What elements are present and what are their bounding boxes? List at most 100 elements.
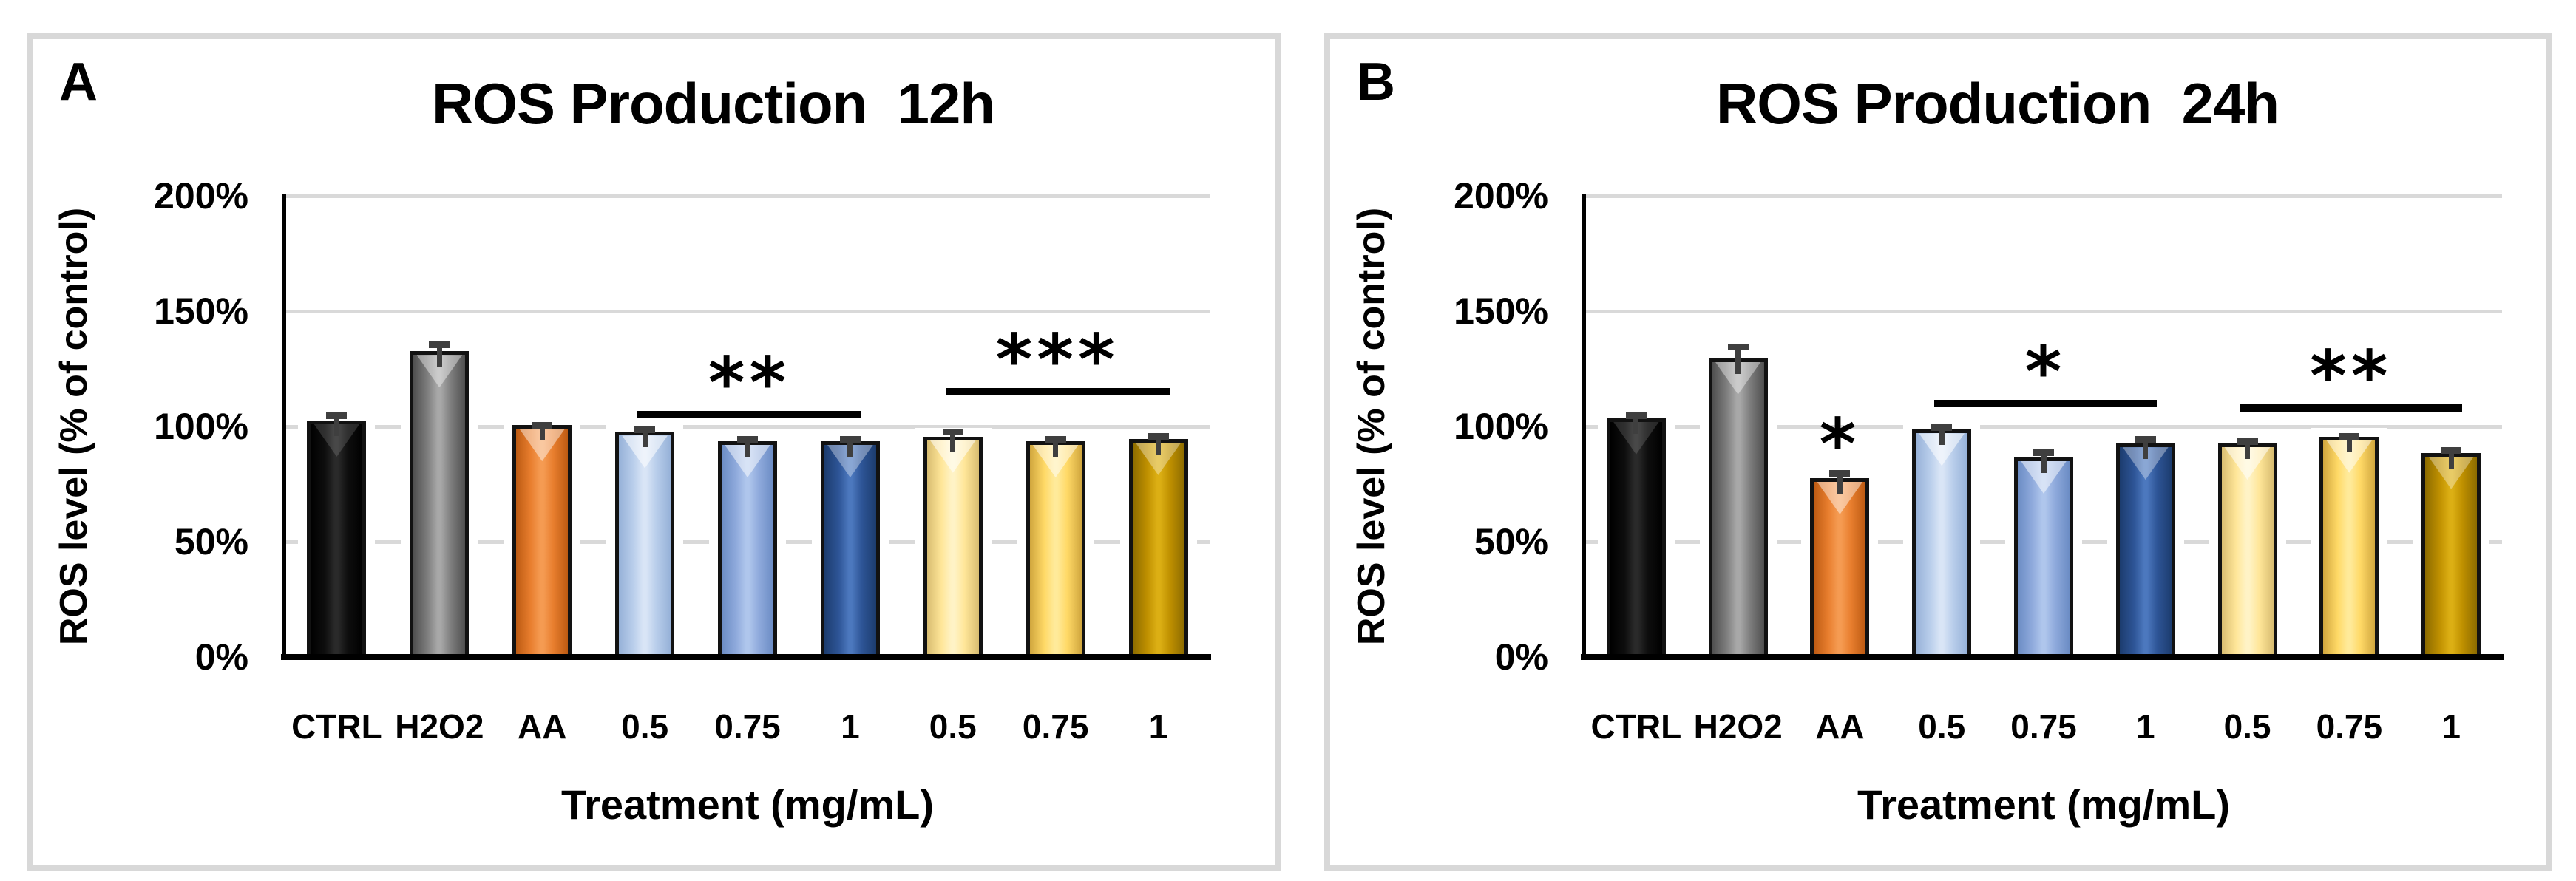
bar-0.75 <box>2005 448 2082 658</box>
error-bar-cap <box>737 435 758 443</box>
y-tick-label: 200% <box>154 175 248 217</box>
gridline-100pct <box>1585 425 2502 429</box>
error-bar-stem <box>2245 440 2251 460</box>
x-tick-label: 0.75 <box>2316 707 2383 746</box>
error-bar-stem <box>333 415 339 436</box>
error-bar-stem <box>847 438 853 457</box>
error-bar-stem <box>1053 438 1059 457</box>
error-bar-stem <box>642 429 648 448</box>
error-bar-stem <box>2448 449 2454 469</box>
bar-0.75 <box>709 432 786 658</box>
bar-H2O2 <box>1699 349 1777 658</box>
y-axis-title: ROS level (% of control) <box>52 207 95 646</box>
x-tick-label: 0.5 <box>2223 707 2271 746</box>
error-bar-stem <box>1939 426 1945 446</box>
gridline-200pct <box>285 194 1210 198</box>
error-bar-cap <box>429 341 450 348</box>
x-tick-label: 1 <box>1148 707 1168 746</box>
significance-bracket-line <box>637 411 861 419</box>
x-axis-title: Treatment (mg/mL) <box>560 781 935 828</box>
x-tick-label: 1 <box>841 707 860 746</box>
chart-title: ROS Production 24h <box>1715 71 2280 136</box>
gridline-100pct <box>285 425 1210 429</box>
error-bar-stem <box>539 424 545 441</box>
bar-H2O2 <box>401 342 478 657</box>
gridline-150pct <box>1585 310 2502 313</box>
x-tick-label: 1 <box>2441 707 2461 746</box>
error-bar-stem <box>2346 435 2352 452</box>
bar-0.75 <box>2311 427 2388 658</box>
bar-CTRL <box>1597 409 1675 658</box>
error-bar-stem <box>1156 435 1162 455</box>
bar-CTRL <box>298 411 376 658</box>
panel-letter: B <box>1357 52 1395 112</box>
error-bar-cap <box>2033 449 2054 457</box>
panel-letter: A <box>59 52 98 112</box>
x-tick-label: 0.5 <box>621 707 669 746</box>
significance-stars: *** <box>995 320 1119 402</box>
error-bar-cap <box>942 429 963 436</box>
x-tick-label: 0.75 <box>714 707 781 746</box>
plot-area: Treatment (mg/mL) 0% 50% 100% 150% 200% CTRL H… <box>154 175 1211 828</box>
error-bar-cap <box>1045 435 1066 443</box>
y-axis-line <box>282 194 286 660</box>
significance-stars: ** <box>2310 336 2393 418</box>
x-tick-label: 0.5 <box>1918 707 1966 746</box>
gridline-150pct <box>285 310 1210 313</box>
error-bar-cap <box>1931 424 1953 431</box>
y-tick-label: 150% <box>154 290 248 332</box>
x-tick-label: CTRL <box>1590 707 1682 746</box>
error-bar-cap <box>634 426 656 434</box>
x-tick-label: 1 <box>2135 707 2155 746</box>
y-tick-label: 0% <box>194 636 248 678</box>
bar-0.5 <box>2209 435 2286 657</box>
plot-area: Treatment (mg/mL) 0% 50% 100% 150% 200% CTRL H… <box>1454 175 2504 828</box>
y-axis-title: ROS level (% of control) <box>1350 207 1393 646</box>
bar-0.75 <box>1017 432 1094 658</box>
error-bar-stem <box>436 343 442 367</box>
x-tick-label: 0.75 <box>2010 707 2077 746</box>
bar-0.5 <box>1903 421 1981 657</box>
bar-1 <box>811 432 889 658</box>
error-bar-cap <box>1829 470 1851 477</box>
bar-1 <box>1119 429 1197 658</box>
y-tick-label: 50% <box>174 521 248 562</box>
panel-b: B ROS Production 24h ROS level (% of con… <box>1324 33 2552 871</box>
bar-AA <box>504 416 581 657</box>
error-bar-cap <box>2237 438 2258 445</box>
significance-stars: ** <box>708 343 791 425</box>
x-tick-label: H2O2 <box>395 707 484 746</box>
error-bar-stem <box>1837 472 1843 494</box>
y-tick-label: 0% <box>1494 636 1548 678</box>
x-tick-label: 0.75 <box>1022 707 1089 746</box>
error-bar-cap <box>1148 433 1169 440</box>
gridline-200pct <box>1585 194 2502 198</box>
panel-a: A ROS Production 12h ROS level (% of con… <box>27 33 1281 871</box>
error-bar-cap <box>2339 433 2360 440</box>
significance-bracket-line <box>2240 404 2463 412</box>
y-tick-label: 100% <box>154 406 248 447</box>
error-bar-stem <box>1735 345 1741 374</box>
chart-title: ROS Production 12h <box>431 71 995 136</box>
error-bar-stem <box>2143 438 2149 460</box>
significance-stars: * <box>2024 331 2067 413</box>
y-tick-label: 200% <box>1454 175 1548 217</box>
bar-0.5 <box>914 427 992 658</box>
error-bar-cap <box>326 412 348 420</box>
error-bar-cap <box>2135 435 2156 443</box>
error-bar-stem <box>1633 415 1639 434</box>
error-bar-cap <box>1625 412 1647 420</box>
error-bar-stem <box>2041 452 2047 473</box>
error-bar-stem <box>950 431 956 452</box>
x-tick-label: 0.5 <box>929 707 977 746</box>
error-bar-cap <box>2441 447 2462 455</box>
y-tick-label: 50% <box>1474 521 1548 562</box>
significance-bracket-line <box>1934 399 2157 407</box>
error-bar-cap <box>532 421 553 429</box>
point-significance-star: * <box>1819 404 1861 486</box>
y-axis-line <box>1582 194 1586 660</box>
x-axis-title: Treatment (mg/mL) <box>1857 781 2231 828</box>
x-axis-baseline <box>281 654 1211 660</box>
x-axis-baseline <box>1581 654 2504 660</box>
